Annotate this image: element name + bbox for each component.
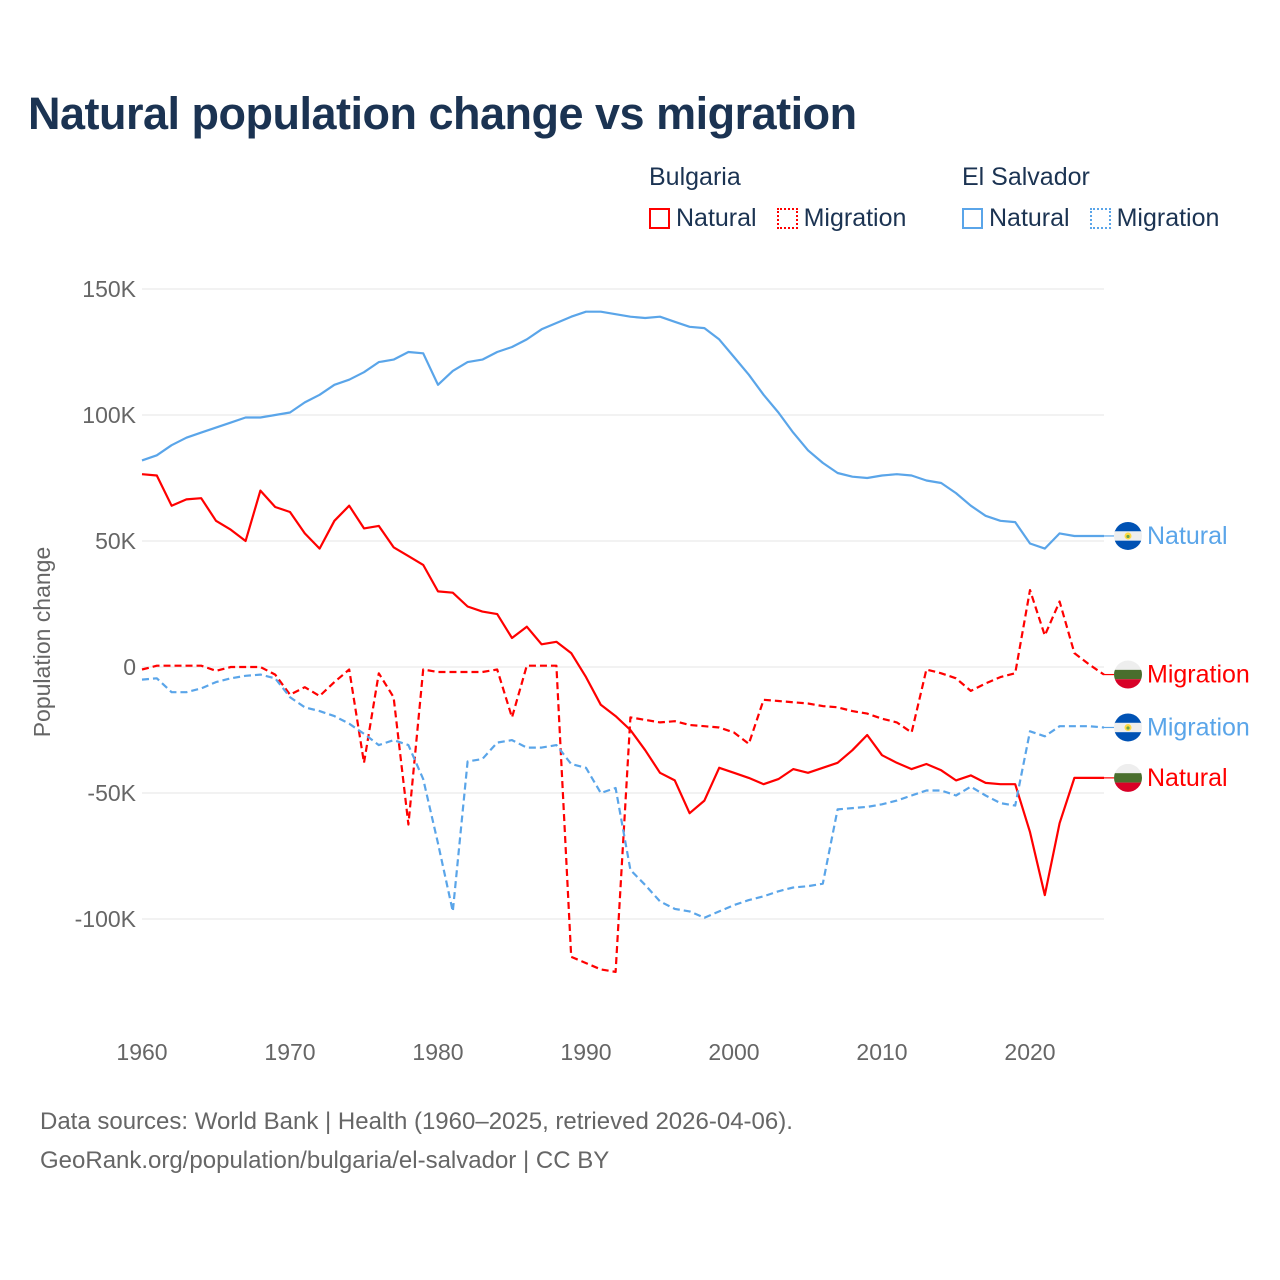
legend-item-bulgaria-migration[interactable]: Migration: [776, 204, 907, 233]
y-tick-label: 50K: [95, 528, 137, 554]
x-tick-label: 1960: [116, 1039, 167, 1065]
el-salvador-flag-icon: [1114, 713, 1142, 742]
legend-label: Migration: [803, 204, 907, 232]
source-note: Data sources: World Bank | Health (1960–…: [40, 1108, 793, 1135]
line-chart: 150K 100K 50K 0 -50K -100K 1960 1970 1980 1990 200…: [29, 276, 1250, 1065]
legend-swatch-dotted: [1089, 208, 1111, 229]
series-line-el-salvador-natural: [141, 310, 1104, 550]
legend-swatch-dotted: [776, 208, 798, 229]
y-tick-label: 150K: [82, 276, 136, 302]
x-tick-label: 1970: [264, 1039, 315, 1065]
legend-item-bulgaria-natural[interactable]: Natural: [649, 204, 757, 233]
series-line-bulgaria-migration: [141, 589, 1105, 973]
y-tick-label: -100K: [75, 906, 137, 932]
series-line-el-salvador-migration: [141, 673, 1105, 919]
legend-group-title: Bulgaria: [649, 163, 741, 191]
y-tick-label: 0: [123, 654, 136, 680]
legend-label: Natural: [676, 204, 757, 232]
legend-group-el-salvador: El Salvador Natural Migration: [962, 163, 1219, 233]
source-link[interactable]: GeoRank.org/population/bulgaria/el-salva…: [40, 1147, 610, 1174]
bulgaria-flag-icon: [1114, 763, 1142, 792]
end-label: Natural: [1147, 764, 1228, 792]
legend-item-el-salvador-natural[interactable]: Natural: [962, 204, 1070, 233]
el-salvador-flag-icon: [1114, 521, 1142, 550]
legend-group-title: El Salvador: [962, 163, 1090, 191]
end-label: Migration: [1147, 713, 1250, 741]
end-label: Migration: [1147, 661, 1250, 689]
x-tick-label: 2020: [1004, 1039, 1055, 1065]
x-tick-label: 2010: [856, 1039, 907, 1065]
bulgaria-flag-icon: [1114, 660, 1142, 689]
end-label: Natural: [1147, 522, 1228, 550]
x-tick-label: 1980: [412, 1039, 463, 1065]
x-tick-label: 2000: [708, 1039, 759, 1065]
y-tick-label: 100K: [82, 402, 136, 428]
legend-item-el-salvador-migration[interactable]: Migration: [1089, 204, 1220, 233]
y-axis-label: Population change: [29, 547, 55, 738]
legend-label: Natural: [989, 204, 1070, 232]
chart-title: Natural population change vs migration: [28, 88, 857, 139]
legend-swatch-solid: [962, 208, 983, 229]
legend-label: Migration: [1116, 204, 1220, 232]
legend-swatch-solid: [649, 208, 670, 229]
y-tick-label: -50K: [87, 780, 136, 806]
legend-group-bulgaria: Bulgaria Natural Migration: [649, 163, 906, 233]
series-line-bulgaria-natural: [141, 473, 1104, 897]
x-tick-label: 1990: [560, 1039, 611, 1065]
